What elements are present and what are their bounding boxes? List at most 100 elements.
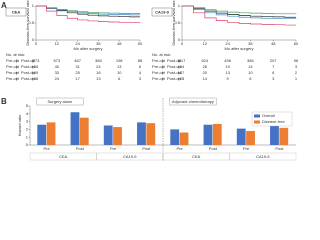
- risk-count: 4: [139, 70, 142, 75]
- risk-count: 88: [138, 58, 143, 63]
- risk-row-label: H: [16, 76, 19, 81]
- x-tick-label: 12: [55, 41, 60, 46]
- risk-count: 24: [55, 76, 60, 81]
- risk-count: 31: [75, 64, 80, 69]
- label-box: [5, 7, 27, 17]
- survival-curve: [182, 5, 297, 15]
- section-box: [36, 97, 84, 106]
- risk-row-label: H: [162, 70, 165, 75]
- y-axis-label: Disease-free survival rate: [25, 0, 30, 46]
- risk-count: 207: [270, 58, 277, 63]
- x-tick-label: 0: [181, 41, 184, 46]
- y-tick-label: 0: [178, 37, 181, 42]
- bar: [179, 132, 189, 145]
- risk-row-label: Post-op: [167, 58, 182, 63]
- risk-count: 17: [75, 76, 80, 81]
- risk-count: 773: [33, 58, 40, 63]
- risk-count: 56: [34, 64, 39, 69]
- x-tick-label: Pre: [177, 146, 184, 151]
- chart-label: CEA: [12, 9, 21, 14]
- risk-row-label: H: [16, 70, 19, 75]
- y-tick-label: 2: [26, 126, 29, 131]
- x-tick-label: Pre: [44, 146, 51, 151]
- y-tick-label: 4: [26, 111, 29, 116]
- y-tick-label: 3: [26, 119, 29, 124]
- x-tick-label: 48: [117, 41, 122, 46]
- risk-row-label: Post-op: [21, 76, 36, 81]
- risk-row-label: Pre-op: [152, 58, 165, 63]
- group-box: [229, 152, 297, 161]
- bar: [137, 122, 146, 145]
- risk-count: 3: [295, 64, 298, 69]
- risk-count: 573: [53, 58, 60, 63]
- risk-count: 467: [74, 58, 81, 63]
- survival-curve: [36, 5, 140, 16]
- risk-count: 33: [55, 70, 60, 75]
- risk-count: 14: [203, 76, 208, 81]
- risk-count: 10: [248, 70, 253, 75]
- bar: [46, 122, 56, 145]
- y-tick-label: 5: [26, 103, 29, 108]
- risk-count: 817: [179, 58, 186, 63]
- risk-row-label: Pre-op: [152, 76, 165, 81]
- risk-count: 25: [75, 70, 80, 75]
- risk-count: 20: [203, 70, 208, 75]
- risk-title: No. at risk:: [6, 52, 25, 57]
- risk-row-label: N: [16, 64, 19, 69]
- risk-row-label: Post-op: [167, 64, 182, 69]
- risk-count: 386: [247, 58, 254, 63]
- bar: [146, 123, 156, 145]
- risk-row-label: N: [162, 58, 165, 63]
- risk-count: 44: [180, 64, 185, 69]
- risk-count: 40: [55, 64, 60, 69]
- bar: [246, 130, 255, 145]
- risk-row-label: Pre-op: [6, 76, 19, 81]
- x-tick-label: Post: [76, 146, 85, 151]
- risk-count: 10: [117, 70, 122, 75]
- risk-count: 9: [226, 76, 229, 81]
- risk-count: 3: [139, 76, 142, 81]
- risk-row-label: Post-op: [167, 70, 182, 75]
- x-tick-label: 12: [203, 41, 208, 46]
- risk-count: 14: [248, 64, 253, 69]
- risk-row-label: H: [178, 76, 181, 81]
- survival-curve: [182, 5, 296, 26]
- y-axis-label: Hazard ratio: [17, 114, 22, 137]
- risk-count: 49: [34, 70, 39, 75]
- legend-label: Overall: [262, 113, 275, 118]
- x-tick-label: Post: [275, 146, 284, 151]
- chart-label: CA19-9: [155, 9, 170, 14]
- bar: [113, 127, 122, 145]
- risk-count: 6: [118, 76, 121, 81]
- x-tick-label: Pre: [110, 146, 117, 151]
- risk-row-label: H: [178, 64, 181, 69]
- risk-row-label: Post-op: [21, 58, 36, 63]
- y-tick-label: 1: [178, 3, 181, 8]
- x-tick-label: 24: [75, 41, 80, 46]
- x-tick-label: 0: [35, 41, 38, 46]
- risk-row-label: Pre-op: [6, 58, 19, 63]
- x-tick-label: 36: [96, 41, 101, 46]
- x-tick-label: 60: [138, 41, 143, 46]
- group-label: CA19-9: [123, 154, 137, 159]
- risk-count: 48: [34, 76, 39, 81]
- risk-count: 3: [272, 76, 275, 81]
- risk-count: 18: [96, 70, 101, 75]
- section-box: [169, 97, 217, 106]
- legend-swatch: [254, 114, 260, 118]
- x-tick-label: 36: [248, 41, 253, 46]
- risk-row-label: Pre-op: [152, 70, 165, 75]
- risk-count: 26: [203, 64, 208, 69]
- risk-count: 496: [224, 58, 231, 63]
- risk-count: 6: [139, 64, 142, 69]
- bar: [279, 127, 289, 145]
- risk-title: No. at risk:: [152, 52, 171, 57]
- group-label: CEA: [59, 154, 68, 159]
- y-axis-label: Disease-free survival rate: [171, 0, 176, 46]
- risk-count: 1: [295, 76, 298, 81]
- risk-row-label: N: [178, 70, 181, 75]
- bar: [170, 129, 180, 145]
- risk-count: 19: [225, 64, 230, 69]
- bar: [103, 125, 113, 145]
- x-tick-label: 60: [294, 41, 299, 46]
